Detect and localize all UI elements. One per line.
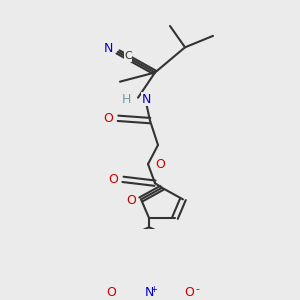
Text: N: N — [144, 286, 154, 299]
Text: O: O — [126, 194, 136, 207]
Text: N: N — [141, 93, 151, 106]
Text: O: O — [184, 286, 194, 299]
Text: N: N — [103, 42, 113, 55]
Text: O: O — [108, 173, 118, 186]
Text: O: O — [155, 158, 165, 171]
Text: H: H — [121, 93, 131, 106]
Text: -: - — [195, 284, 199, 294]
Text: O: O — [103, 112, 113, 125]
Text: C: C — [124, 52, 132, 61]
Text: +: + — [151, 285, 158, 294]
Text: O: O — [106, 286, 116, 299]
